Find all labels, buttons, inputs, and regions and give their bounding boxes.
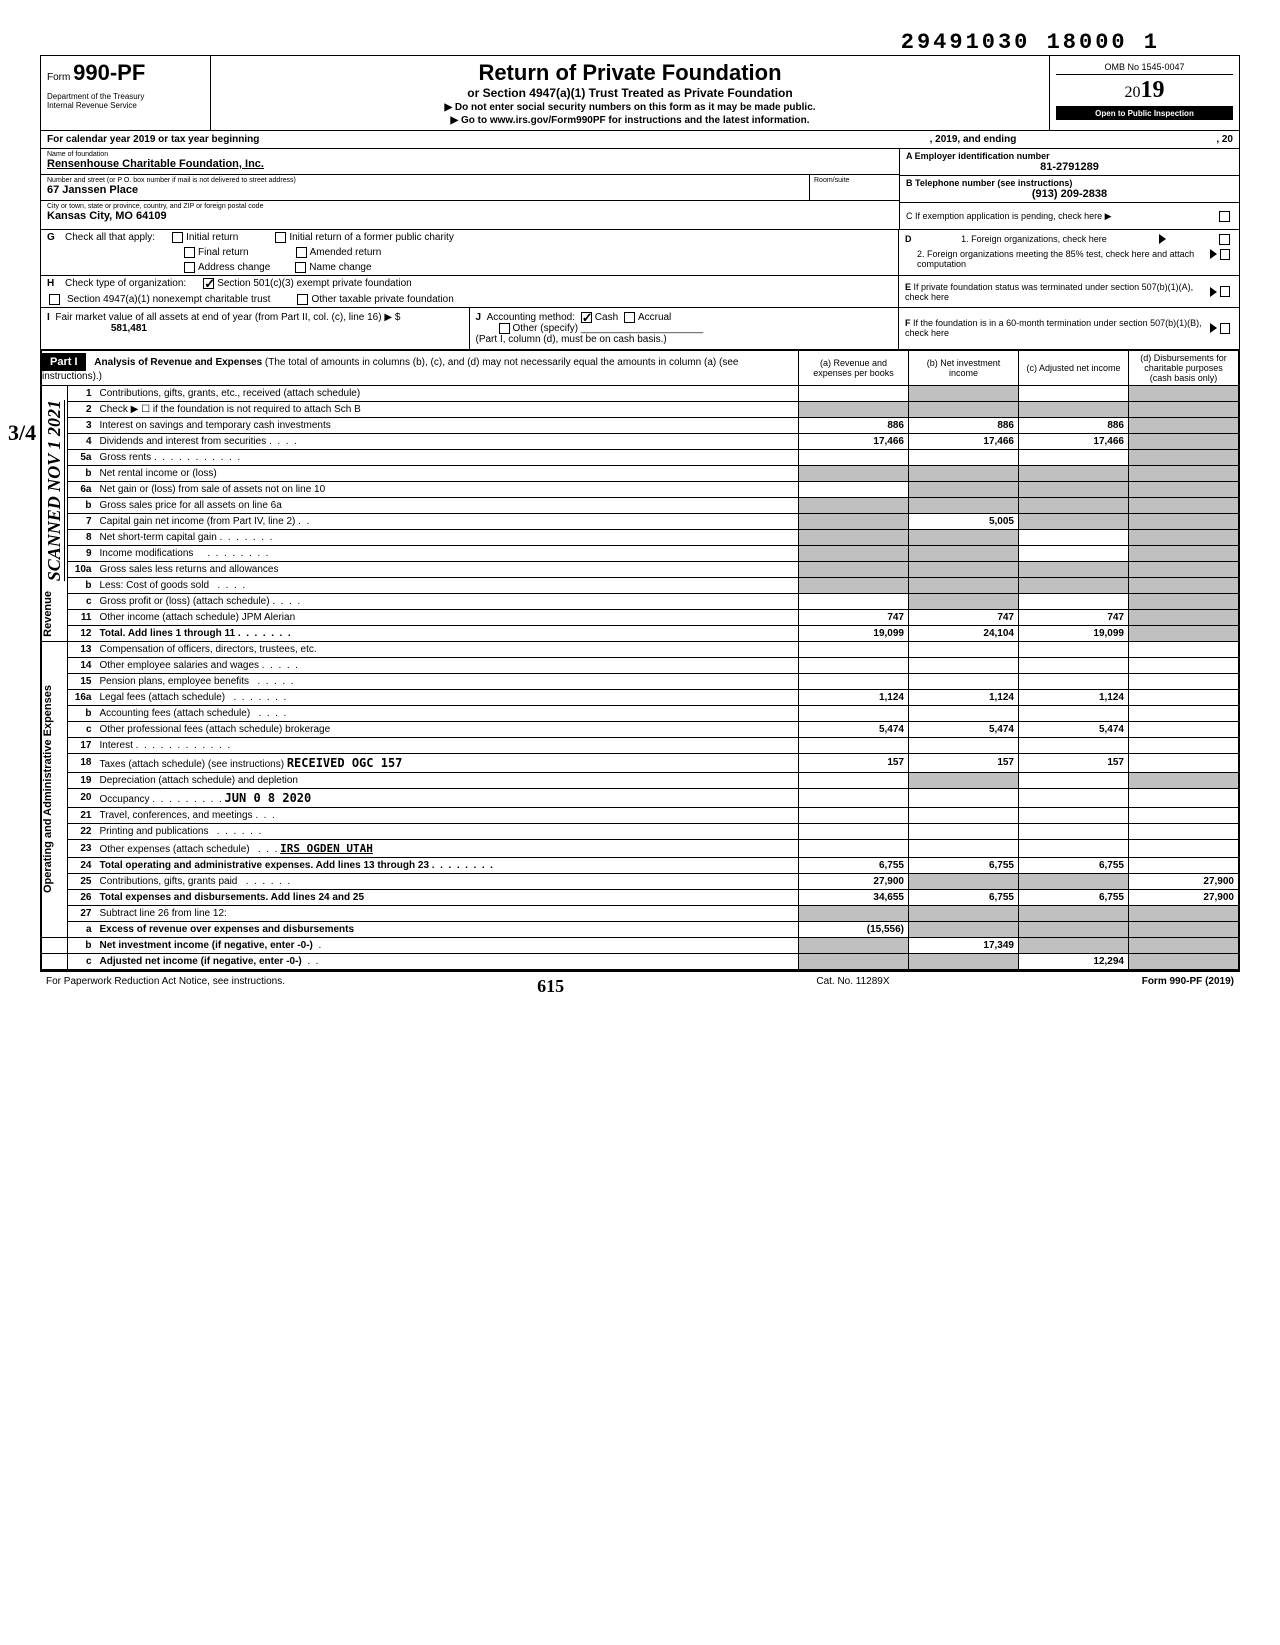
- row-1: Contributions, gifts, grants, etc., rece…: [96, 385, 799, 401]
- scanned-stamp: SCANNED NOV 1 2021: [42, 390, 67, 591]
- form-label: Form: [47, 72, 70, 83]
- g-address-checkbox[interactable]: [184, 262, 195, 273]
- paperwork-notice: For Paperwork Reduction Act Notice, see …: [46, 976, 285, 997]
- row-5b: Net rental income or (loss): [96, 465, 799, 481]
- f-checkbox[interactable]: [1220, 323, 1230, 334]
- instr-url: ▶ Go to www.irs.gov/Form990PF for instru…: [217, 115, 1043, 126]
- row-3: Interest on savings and temporary cash i…: [96, 417, 799, 433]
- row-11: Other income (attach schedule) JPM Aleri…: [96, 609, 799, 625]
- phone-value: (913) 209-2838: [906, 188, 1233, 200]
- phone-label: B Telephone number (see instructions): [906, 178, 1233, 188]
- col-c-header: (c) Adjusted net income: [1019, 350, 1129, 385]
- omb-number: OMB No 1545-0047: [1056, 60, 1233, 75]
- form-ref: Form 990-PF (2019): [1142, 976, 1234, 997]
- fmv-value: 581,481: [47, 323, 147, 334]
- d2-label: 2. Foreign organizations meeting the 85%…: [905, 249, 1207, 269]
- form-number: 990-PF: [73, 60, 145, 85]
- j-accrual-checkbox[interactable]: [624, 312, 635, 323]
- h-4947-checkbox[interactable]: [49, 294, 60, 305]
- street-address: 67 Janssen Place: [47, 184, 893, 196]
- e-label: If private foundation status was termina…: [905, 282, 1193, 302]
- g-label: Check all that apply:: [65, 232, 155, 243]
- row-19: Depreciation (attach schedule) and deple…: [96, 772, 799, 788]
- address-label: Number and street (or P O. box number if…: [47, 177, 893, 184]
- row-13: Compensation of officers, directors, tru…: [96, 641, 799, 657]
- c-exemption-label: C If exemption application is pending, c…: [906, 211, 1112, 222]
- irs-label: Internal Revenue Service: [47, 101, 204, 110]
- row-6b: Gross sales price for all assets on line…: [96, 497, 799, 513]
- col-b-header: (b) Net investment income: [909, 350, 1019, 385]
- g-initial-checkbox[interactable]: [172, 232, 183, 243]
- c-checkbox[interactable]: [1219, 211, 1230, 222]
- d1-label: 1. Foreign organizations, check here: [961, 234, 1107, 245]
- part1-label: Part I: [42, 353, 86, 371]
- g-amended-checkbox[interactable]: [296, 247, 307, 258]
- j-cash-checkbox[interactable]: [581, 312, 592, 323]
- ogden-stamp: IRS OGDEN UTAH: [280, 842, 373, 855]
- d2-checkbox[interactable]: [1220, 249, 1230, 260]
- g-former-checkbox[interactable]: [275, 232, 286, 243]
- f-label: If the foundation is in a 60-month termi…: [905, 318, 1202, 338]
- j-note: (Part I, column (d), must be on cash bas…: [476, 334, 667, 345]
- instr-ssn: ▶ Do not enter social security numbers o…: [217, 102, 1043, 113]
- city-state-zip: Kansas City, MO 64109: [47, 210, 893, 222]
- col-d-header: (d) Disbursements for charitable purpose…: [1129, 350, 1239, 385]
- city-label: City or town, state or province, country…: [47, 203, 893, 210]
- room-label: Room/suite: [814, 177, 895, 184]
- footer: For Paperwork Reduction Act Notice, see …: [40, 971, 1240, 1001]
- d1-checkbox[interactable]: [1219, 234, 1230, 245]
- col-a-header: (a) Revenue and expenses per books: [799, 350, 909, 385]
- h-label: Check type of organization:: [65, 278, 186, 289]
- form-title: Return of Private Foundation: [217, 60, 1043, 86]
- dept-treasury: Department of the Treasury: [47, 92, 204, 101]
- top-barcode-number: 29491030 18000 1: [40, 30, 1240, 55]
- handwritten-615: 615: [537, 976, 564, 997]
- handwritten-34: 3/4: [8, 420, 36, 446]
- h-other-checkbox[interactable]: [297, 294, 308, 305]
- open-inspection: Open to Public Inspection: [1056, 107, 1233, 120]
- form-header: Form 990-PF Department of the Treasury I…: [41, 56, 1239, 131]
- j-other-checkbox[interactable]: [499, 323, 510, 334]
- g-final-checkbox[interactable]: [184, 247, 195, 258]
- row-6a: Net gain or (loss) from sale of assets n…: [96, 481, 799, 497]
- g-name-checkbox[interactable]: [295, 262, 306, 273]
- h-501c3-checkbox[interactable]: [203, 278, 214, 289]
- ein-label: A Employer identification number: [906, 151, 1233, 161]
- jun-stamp: JUN 0 8 2020: [225, 791, 312, 805]
- expenses-sidelabel: Operating and Administrative Expenses: [42, 685, 54, 893]
- tax-year: 2019: [1056, 75, 1233, 107]
- row-16c: Other professional fees (attach schedule…: [96, 721, 799, 737]
- row-2: Check ▶ ☐ if the foundation is not requi…: [96, 401, 799, 417]
- row-27: Subtract line 26 from line 12:: [96, 905, 799, 921]
- name-label: Name of foundation: [47, 151, 893, 158]
- form-subtitle: or Section 4947(a)(1) Trust Treated as P…: [217, 86, 1043, 100]
- e-checkbox[interactable]: [1220, 286, 1230, 297]
- received-stamp: RECEIVED OGC 157: [287, 756, 403, 770]
- ein-value: 81-2791289: [906, 161, 1233, 173]
- revenue-sidelabel: Revenue: [42, 591, 54, 637]
- foundation-name: Rensenhouse Charitable Foundation, Inc.: [47, 158, 893, 170]
- row-10a: Gross sales less returns and allowances: [96, 561, 799, 577]
- part1-table: Part I Analysis of Revenue and Expenses …: [41, 350, 1239, 970]
- calendar-year-row: For calendar year 2019 or tax year begin…: [41, 131, 1239, 149]
- cat-no: Cat. No. 11289X: [816, 976, 889, 997]
